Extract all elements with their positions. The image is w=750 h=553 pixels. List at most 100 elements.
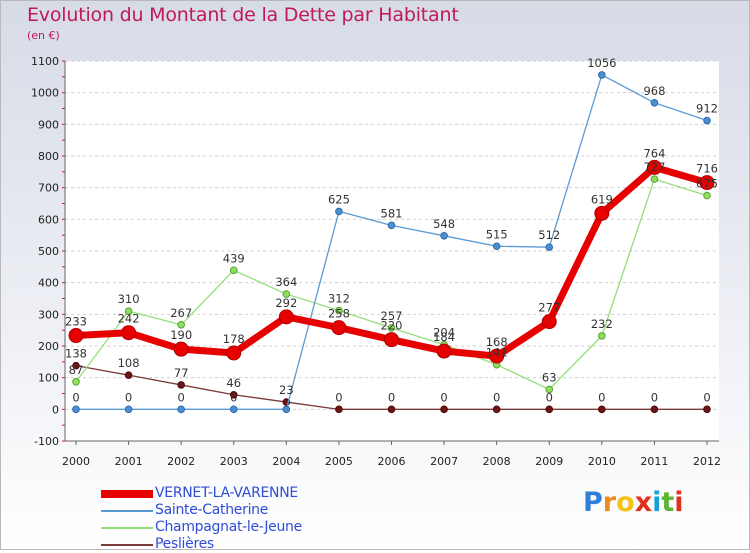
- data-label: 267: [170, 306, 192, 320]
- data-label: 0: [651, 390, 658, 404]
- data-label: 0: [493, 390, 500, 404]
- data-label: 548: [433, 217, 455, 231]
- data-point: [703, 116, 711, 125]
- data-point: [545, 405, 554, 414]
- x-tick-label: 2002: [167, 455, 195, 468]
- proxiti-logo: Proxiti: [583, 487, 684, 518]
- data-point: [387, 221, 396, 230]
- x-tick-label: 2003: [220, 455, 248, 468]
- logo-letter: i: [652, 487, 662, 518]
- series: [68, 71, 715, 414]
- legend-swatch: [101, 544, 153, 546]
- data-label: 1056: [587, 56, 616, 70]
- data-label: 968: [643, 84, 665, 98]
- legend-swatch: [101, 527, 153, 529]
- data-point: [492, 242, 501, 251]
- y-tick-label: 1100: [31, 55, 59, 68]
- data-label: 515: [486, 227, 508, 241]
- y-tick-label: 0: [52, 403, 59, 416]
- data-point: [282, 290, 291, 298]
- legend-swatch: [101, 510, 153, 512]
- y-tick-label: 900: [38, 118, 59, 131]
- chart-unit: (en €): [27, 29, 60, 42]
- legend-label: VERNET-LA-VARENNE: [155, 485, 298, 501]
- data-point: [278, 309, 294, 325]
- data-label: 912: [696, 102, 718, 116]
- data-point: [598, 332, 606, 340]
- data-point: [699, 175, 715, 191]
- data-point: [650, 175, 659, 183]
- data-label: 675: [696, 177, 718, 191]
- logo-letter: i: [674, 487, 684, 518]
- data-label: 168: [486, 335, 508, 349]
- data-point: [703, 191, 711, 200]
- data-point: [384, 332, 399, 348]
- data-label: 204: [433, 326, 455, 340]
- y-tick-label: 400: [38, 277, 59, 290]
- data-point: [436, 343, 452, 359]
- data-point: [646, 159, 662, 175]
- data-point: [335, 207, 343, 216]
- axes: -100010020030040050060070080090010001100…: [31, 55, 721, 468]
- data-point: [492, 405, 501, 414]
- data-label: 0: [440, 390, 447, 404]
- data-label: 108: [118, 356, 140, 370]
- series-vernet-la-varenne: [68, 159, 715, 364]
- y-tick-label: 100: [38, 372, 59, 385]
- grid: [65, 60, 719, 442]
- data-label: 364: [275, 275, 297, 289]
- data-label: 310: [118, 292, 140, 306]
- data-label: 77: [174, 366, 189, 380]
- data-label: 0: [72, 390, 79, 404]
- y-tick-label: 700: [38, 182, 59, 195]
- data-point: [650, 99, 659, 107]
- data-label: 727: [643, 160, 665, 174]
- x-tick-label: 2009: [535, 455, 563, 468]
- data-point: [72, 361, 80, 370]
- x-tick-label: 2000: [62, 455, 90, 468]
- x-tick-label: 2005: [325, 455, 353, 468]
- data-label: 277: [538, 301, 560, 315]
- y-tick-label: 300: [38, 308, 59, 321]
- data-point: [282, 405, 291, 414]
- data-label: 220: [381, 319, 403, 333]
- data-point: [387, 405, 396, 414]
- line-chart: -100010020030040050060070080090010001100…: [31, 55, 721, 468]
- data-label: 0: [703, 390, 710, 404]
- data-point: [229, 405, 238, 414]
- legend-label: Sainte-Catherine: [155, 502, 269, 518]
- y-tick-label: 500: [38, 245, 59, 258]
- data-label: 716: [696, 162, 718, 176]
- x-tick-label: 2006: [378, 455, 406, 468]
- x-tick-label: 2010: [588, 455, 616, 468]
- data-label: 233: [65, 315, 87, 329]
- data-point: [177, 381, 185, 389]
- series-champagnat-le-jeune: [72, 175, 711, 394]
- data-label: 178: [223, 332, 245, 346]
- data-label: 63: [542, 370, 557, 384]
- data-point: [545, 385, 554, 394]
- data-label: 87: [69, 363, 84, 377]
- x-tick-label: 2012: [693, 455, 721, 468]
- x-tick-label: 2004: [272, 455, 300, 468]
- x-tick-label: 2008: [483, 455, 511, 468]
- data-label: 0: [388, 390, 395, 404]
- legend-label: Champagnat-le-Jeune: [155, 519, 302, 535]
- logo-letter: P: [583, 487, 603, 518]
- data-label: 190: [170, 328, 192, 342]
- data-point: [121, 325, 137, 341]
- legend-swatch: [101, 490, 153, 498]
- data-point: [545, 243, 554, 251]
- y-tick-label: 800: [38, 150, 59, 163]
- data-point: [650, 405, 659, 414]
- data-label: 141: [486, 346, 508, 360]
- data-label: 0: [335, 390, 342, 404]
- legend-label: Peslières: [155, 536, 214, 552]
- data-point: [440, 405, 448, 414]
- series-sainte-catherine: [72, 71, 711, 414]
- data-point: [124, 405, 133, 414]
- data-label: 242: [118, 312, 140, 326]
- y-tick-label: 1000: [31, 87, 59, 100]
- data-label: 292: [275, 296, 297, 310]
